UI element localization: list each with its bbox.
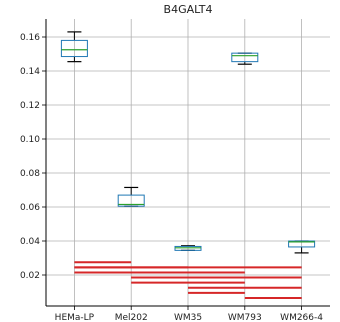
y-tick-label: 0.14 (20, 67, 40, 77)
y-tick-label: 0.06 (20, 203, 40, 213)
box-iqr (117, 194, 145, 207)
x-tick-label: Mel202 (115, 313, 148, 322)
tick-label-layer: 0.16 0.14 0.12 0.10 0.08 0.06 0.04 0.02 HEMa-LP M… (20, 33, 323, 322)
box-layer (60, 31, 316, 254)
box-iqr (60, 39, 88, 58)
box-iqr (288, 240, 316, 248)
box-iqr (231, 52, 259, 63)
y-tick-label: 0.04 (20, 237, 40, 247)
y-tick-label: 0.08 (20, 169, 40, 179)
y-tick-label: 0.16 (20, 33, 40, 43)
x-tick-label: WM266-4 (280, 313, 323, 322)
x-tick-label: HEMa-LP (55, 313, 95, 322)
x-tick-label: WM793 (228, 313, 262, 322)
chart-title: B4GALT4 (164, 3, 213, 16)
y-tick-label: 0.02 (20, 271, 40, 281)
y-tick-label: 0.12 (20, 101, 40, 111)
y-tick-label: 0.10 (20, 135, 40, 145)
significance-layer (74, 261, 302, 299)
grid-layer (46, 19, 330, 306)
x-tick-label: WM35 (174, 313, 202, 322)
